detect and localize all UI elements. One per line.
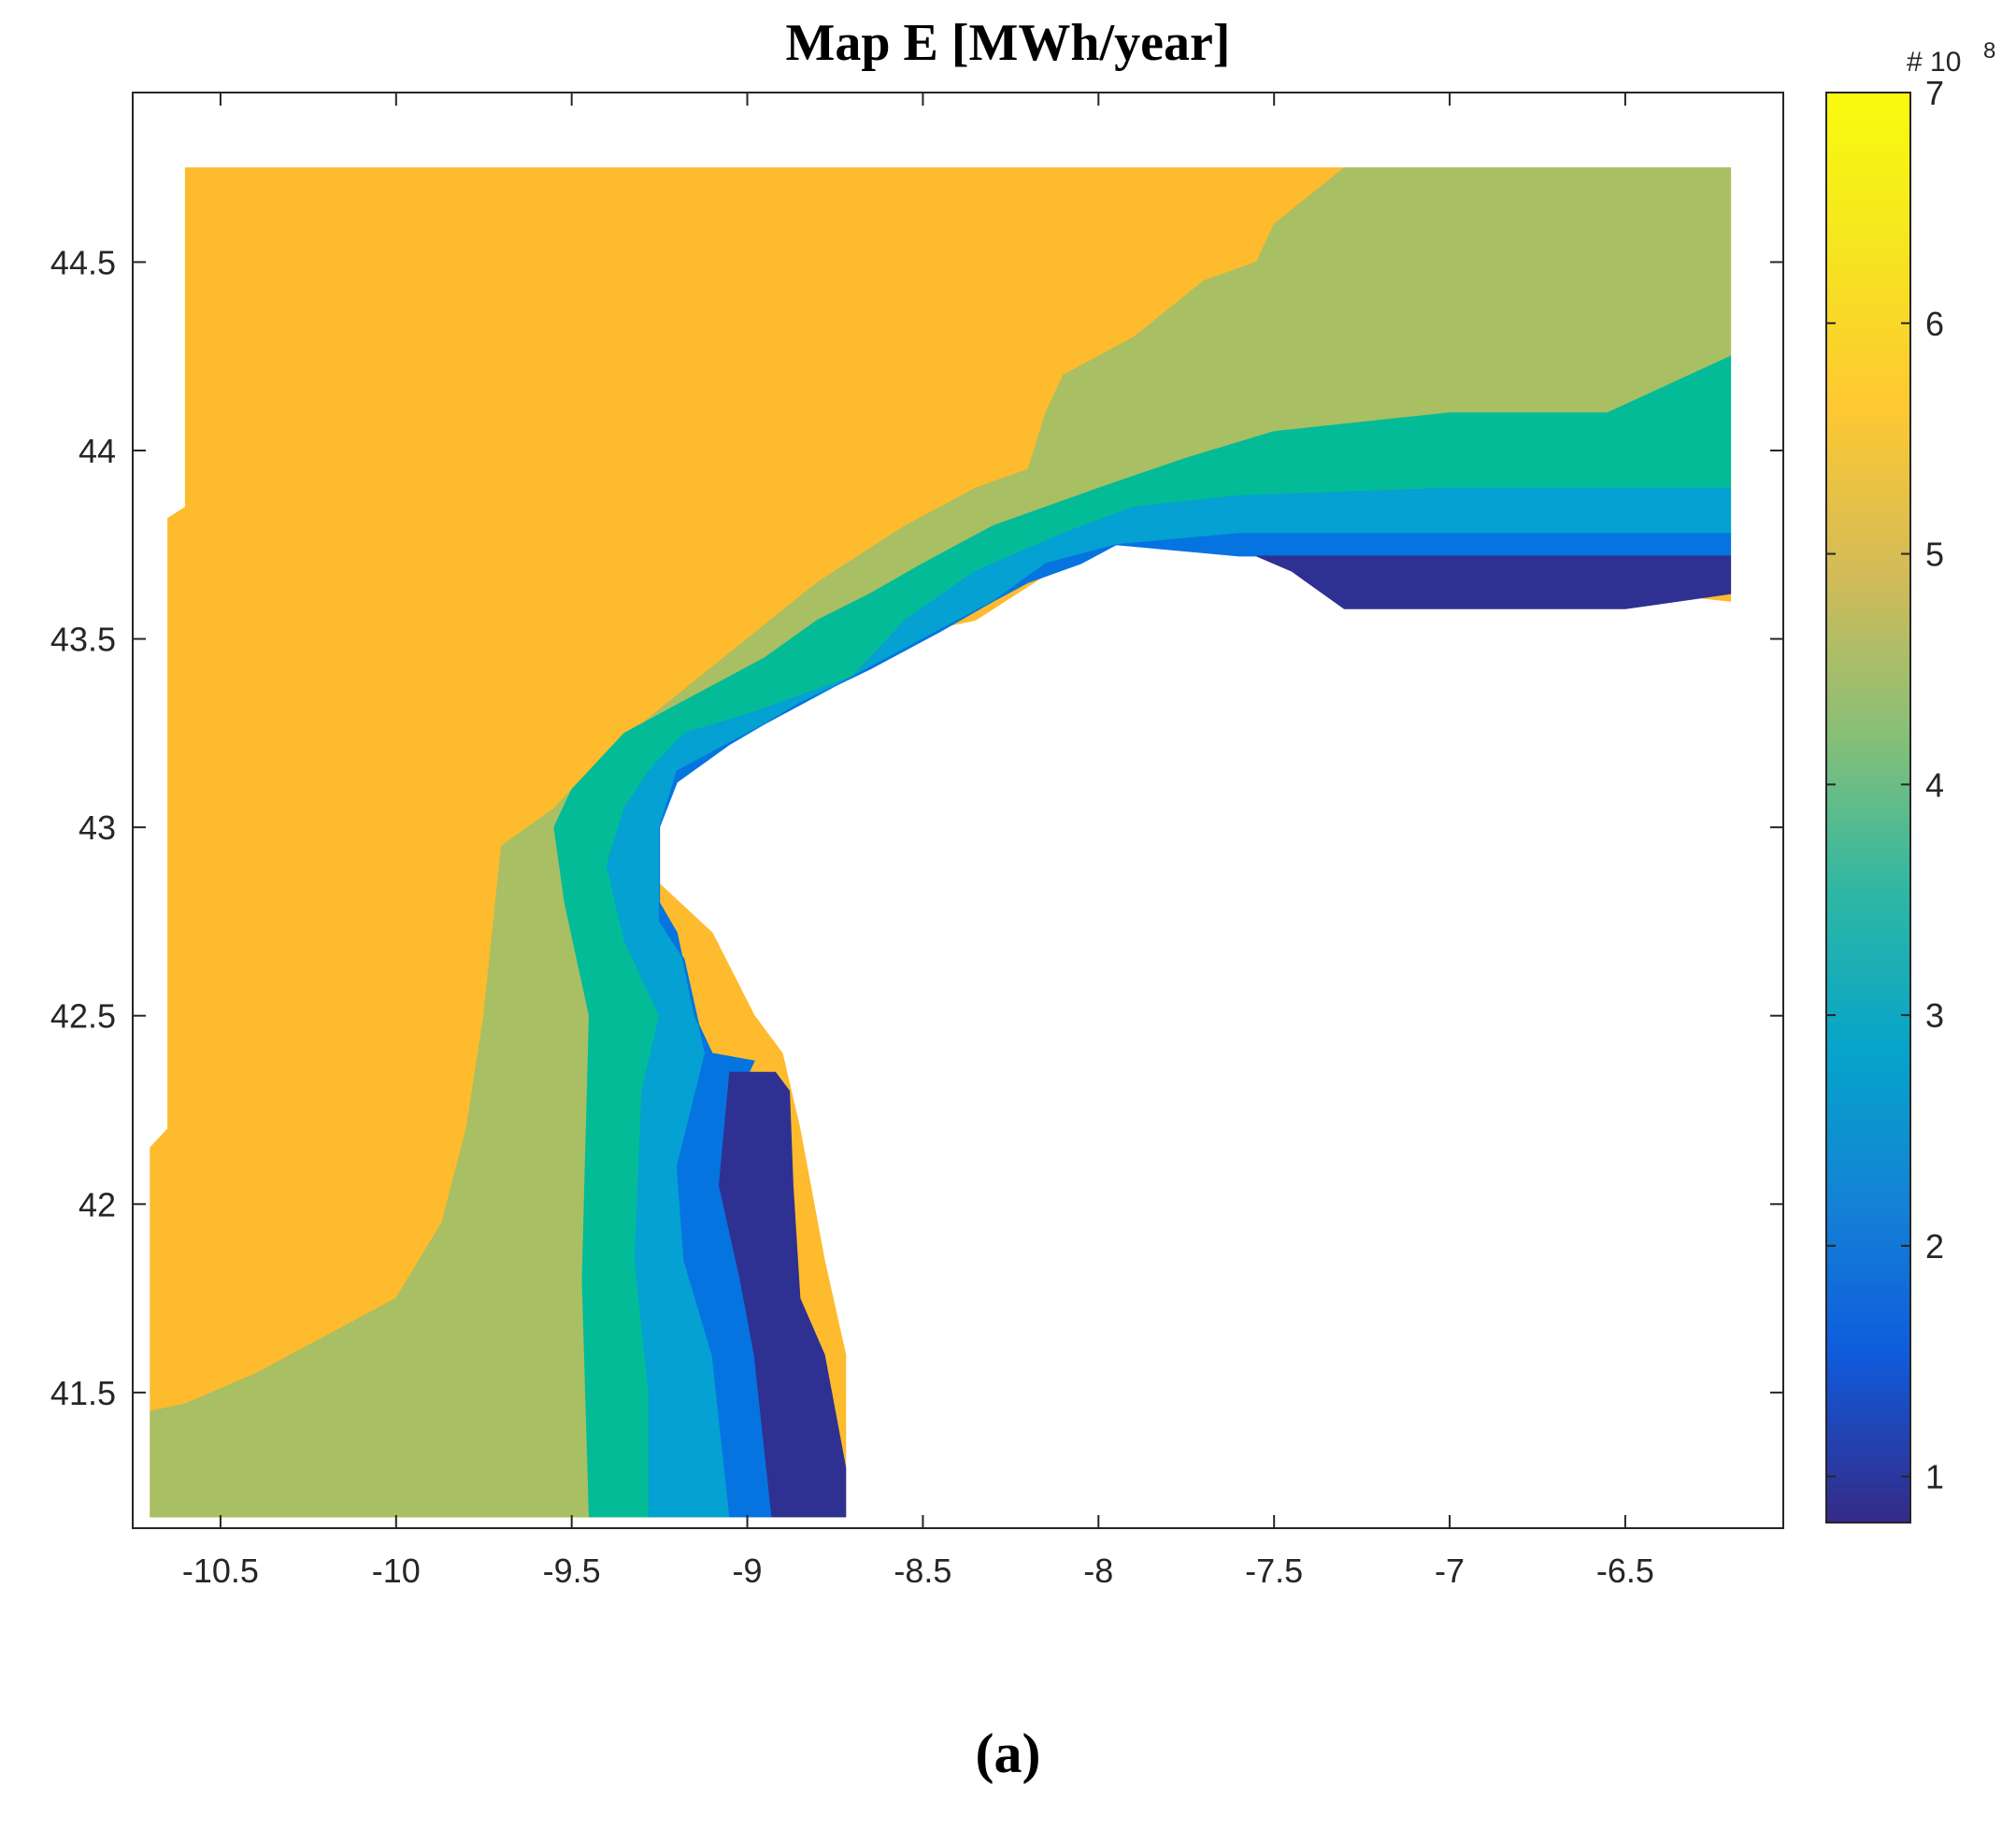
- plot-area: -10.5 -10 -9.5 -9 -8.5 -8 -7.5 -7 -6.5 41.5 42 42.…: [50, 92, 1784, 1590]
- colorbar-tick-label: 2: [1925, 1227, 1944, 1266]
- colorbar-ticks: 1 2 3 4 5 6 7: [1826, 74, 1944, 1496]
- x-tick-label: -9.5: [543, 1552, 601, 1590]
- y-tick-label: 41.5: [50, 1374, 116, 1412]
- chart-title: Map E [MWh/year]: [785, 14, 1231, 72]
- colorbar-tick-label: 5: [1925, 536, 1944, 574]
- contour-region-level-1: [1256, 555, 1732, 609]
- x-ticks: -10.5 -10 -9.5 -9 -8.5 -8 -7.5 -7 -6.5: [182, 93, 1654, 1590]
- colorbar: 1 2 3 4 5 6 7 # 10 8: [1825, 38, 1995, 1523]
- y-tick-label: 43.5: [50, 621, 116, 659]
- figure-caption: (a): [975, 1723, 1041, 1784]
- map-figure: -10.5 -10 -9.5 -9 -8.5 -8 -7.5 -7 -6.5 41.54242.…: [50, 38, 1995, 1590]
- colorbar-tick-label: 3: [1925, 996, 1944, 1035]
- x-tick-label: -8.5: [894, 1552, 951, 1590]
- y-tick-label: 43: [79, 808, 116, 847]
- contour-regions: [150, 167, 1732, 1518]
- x-tick-label: -7: [1435, 1552, 1465, 1590]
- y-tick-label: 44.5: [50, 243, 116, 281]
- y-tick-label: 42: [79, 1185, 116, 1223]
- colorbar-exponent-label: # 10: [1907, 47, 1961, 78]
- x-tick-label: -9: [733, 1552, 763, 1590]
- colorbar-tick-label: 1: [1925, 1458, 1944, 1496]
- colorbar-tick-label: 7: [1925, 74, 1944, 112]
- colorbar-tick-label: 4: [1925, 765, 1944, 804]
- contour-region-level-1: [718, 1071, 847, 1518]
- y-tick-label: 42.5: [50, 997, 116, 1036]
- colorbar-tick-label: 6: [1925, 305, 1944, 343]
- x-tick-label: -10.5: [182, 1552, 259, 1590]
- plot-frame: [132, 92, 1784, 1529]
- colorbar-gradient: [1825, 92, 1911, 1523]
- colorbar-exponent: 8: [1983, 38, 1995, 64]
- x-tick-label: -7.5: [1245, 1552, 1303, 1590]
- x-tick-label: -6.5: [1596, 1552, 1654, 1590]
- x-tick-label: -10: [372, 1552, 421, 1590]
- y-tick-label: 44: [79, 432, 116, 470]
- x-tick-label: -8: [1083, 1552, 1113, 1590]
- y-ticks: 41.5 42 42.5 43 43.5 44 44.5: [50, 243, 1783, 1412]
